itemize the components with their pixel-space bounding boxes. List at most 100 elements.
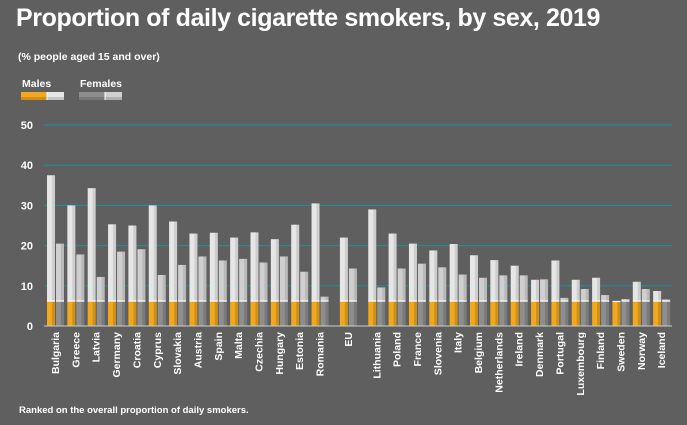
bar-males-ireland (510, 265, 519, 326)
bar-females-austria (198, 256, 207, 326)
category-label: Denmark (534, 332, 546, 377)
category-label: Spain (213, 332, 225, 361)
category-label: EU (343, 332, 355, 347)
bar-males-poland (388, 233, 397, 326)
y-tick-label: 10 (21, 281, 33, 293)
y-tick-label: 40 (21, 160, 33, 172)
y-tick-label: 30 (21, 200, 33, 212)
bar-males-luxembourg (571, 279, 580, 326)
bar-females-cyprus (157, 274, 166, 326)
bar-females-france (417, 263, 426, 326)
bar-males-greece (67, 205, 76, 326)
legend-label-females: Females (80, 78, 123, 90)
bar-males-malta (230, 237, 239, 326)
bar-females-spain (218, 260, 227, 326)
bar-females-slovenia (438, 267, 447, 326)
bar-males-latvia (87, 188, 96, 326)
category-label: Netherlands (493, 332, 505, 393)
category-label: Portugal (554, 332, 566, 375)
legend-swatch-males (21, 92, 64, 100)
bar-males-cyprus (148, 205, 157, 326)
category-label: Italy (453, 332, 465, 353)
footnote: Ranked on the overall proportion of dail… (19, 405, 249, 416)
category-label: Romania (315, 332, 327, 377)
category-label: Greece (70, 332, 82, 368)
bar-males-norway (632, 281, 641, 326)
category-label: Slovakia (172, 332, 184, 375)
category-label: Belgium (473, 332, 485, 373)
category-label: Malta (233, 332, 245, 359)
bar-males-slovenia (429, 250, 438, 326)
category-label: Iceland (656, 332, 668, 368)
bar-females-germany (117, 251, 126, 326)
bar-males-lithuania (368, 209, 377, 326)
bar-males-bulgaria (47, 175, 55, 326)
bar-females-portugal (560, 297, 569, 326)
y-tick-label: 50 (21, 120, 33, 132)
bar-females-finland (601, 295, 610, 326)
category-label: Estonia (294, 332, 306, 370)
bar-males-sweden (612, 300, 621, 326)
bar-females-slovakia (178, 264, 187, 326)
y-tick-label: 0 (27, 321, 33, 333)
category-label: Slovenia (432, 332, 444, 375)
bar-males-hungary (270, 239, 279, 326)
bar-females-croatia (137, 249, 146, 326)
bar-females-hungary (279, 256, 288, 326)
bar-males-croatia (128, 225, 137, 326)
category-label: Norway (636, 332, 648, 370)
bar-males-estonia (291, 224, 300, 326)
bar-males-denmark (531, 279, 540, 326)
chart-title: Proportion of daily cigarette smokers, b… (16, 4, 600, 32)
category-label: Ireland (514, 332, 526, 366)
bar-males-austria (189, 233, 198, 326)
bar-females-malta (239, 258, 248, 326)
bar-females-sweden (621, 299, 630, 326)
category-label: Cyprus (152, 332, 164, 368)
bar-males-czechia (250, 232, 259, 326)
bar-females-bulgaria (56, 243, 64, 326)
bar-females-eu (348, 268, 357, 326)
bar-males-portugal (551, 260, 560, 326)
category-label: Luxembourg (575, 332, 587, 396)
bar-males-spain (209, 232, 218, 326)
category-label: Finland (595, 332, 607, 369)
bar-females-belgium (479, 277, 487, 326)
bar-females-denmark (540, 279, 549, 326)
bar-females-estonia (300, 271, 309, 326)
bar-males-slovakia (169, 221, 178, 326)
bar-females-ireland (519, 275, 528, 326)
category-label: Austria (192, 332, 204, 368)
category-label: Lithuania (371, 332, 383, 379)
category-label: France (412, 332, 424, 367)
category-label: Latvia (91, 332, 103, 363)
bar-females-iceland (662, 299, 671, 326)
bar-males-romania (311, 203, 320, 326)
bar-males-iceland (653, 291, 662, 326)
legend-label-males: Males (22, 78, 52, 90)
category-label: Germany (111, 332, 123, 378)
bar-males-netherlands (490, 260, 499, 326)
bar-females-netherlands (499, 275, 508, 326)
bar-males-italy (449, 243, 458, 326)
bar-females-romania (320, 296, 329, 326)
y-tick-label: 20 (21, 241, 33, 253)
category-label: Poland (392, 332, 404, 367)
category-label: Croatia (131, 332, 143, 368)
bar-females-lithuania (377, 287, 386, 326)
bar-males-germany (108, 224, 117, 326)
chart-subtitle: (% people aged 15 and over) (18, 51, 160, 63)
bar-males-france (408, 243, 417, 326)
bar-males-finland (592, 277, 601, 326)
bar-females-italy (458, 274, 467, 326)
bar-females-czechia (259, 262, 268, 326)
bar-males-eu (339, 237, 348, 326)
category-label: Hungary (274, 332, 286, 375)
bar-females-greece (76, 254, 85, 326)
bar-females-poland (397, 268, 406, 326)
bar-females-norway (641, 289, 650, 326)
bar-males-belgium (470, 255, 478, 326)
category-label: Czechia (254, 332, 266, 372)
bar-females-latvia (96, 276, 105, 326)
